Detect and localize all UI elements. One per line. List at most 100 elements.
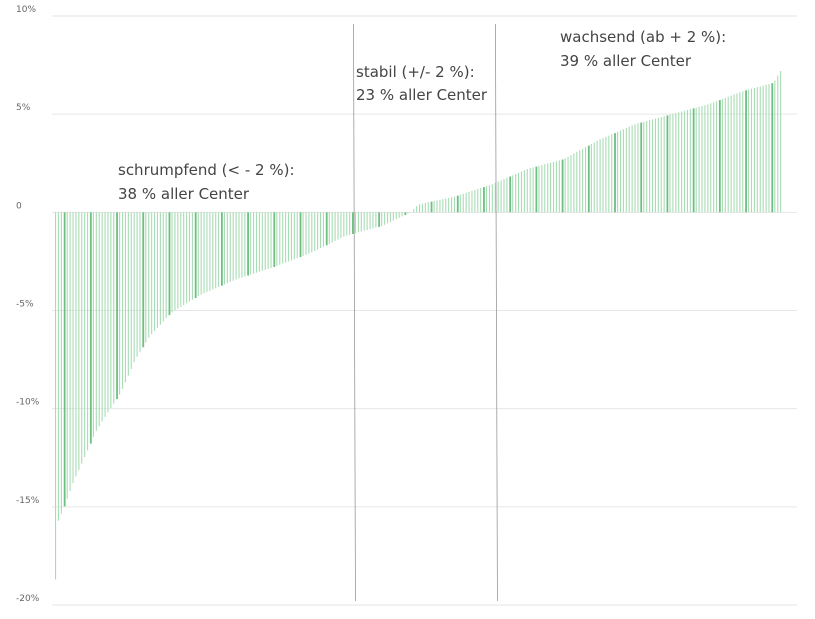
bar <box>646 120 648 213</box>
bar <box>63 212 66 507</box>
bar <box>538 165 540 213</box>
bar <box>197 212 199 297</box>
bar <box>611 134 613 213</box>
annotation-schrumpfend-line2: 38 % aller Center <box>118 185 250 203</box>
bar <box>279 212 281 265</box>
bar <box>430 201 433 213</box>
bar <box>675 113 677 213</box>
bar <box>354 212 357 234</box>
bar <box>462 193 464 213</box>
bar <box>488 185 490 213</box>
bar <box>87 212 89 451</box>
bar <box>593 142 595 213</box>
bar <box>579 150 581 213</box>
bar <box>617 131 619 213</box>
bar <box>765 84 767 213</box>
bar <box>200 212 202 295</box>
bar <box>713 102 715 213</box>
bar <box>614 133 616 213</box>
bar <box>742 91 744 213</box>
bar <box>84 212 86 457</box>
annotations: schrumpfend (< - 2 %): 38 % aller Center… <box>118 28 726 203</box>
bar <box>121 212 124 389</box>
bar <box>191 212 193 300</box>
bar <box>777 75 779 213</box>
bar <box>637 123 639 213</box>
bar <box>124 212 126 383</box>
bar <box>716 101 718 213</box>
bar <box>290 212 292 261</box>
bar <box>340 212 342 239</box>
bar <box>183 212 185 306</box>
bar <box>491 184 493 213</box>
bar <box>180 212 182 307</box>
bar <box>631 125 633 213</box>
bar <box>419 204 421 213</box>
bar <box>154 212 156 331</box>
bar <box>401 212 403 217</box>
annotation-stabil-line1: stabil (+/- 2 %): <box>356 63 475 81</box>
bar <box>188 212 191 302</box>
bar <box>683 110 686 213</box>
bar <box>165 212 167 319</box>
bar <box>261 212 263 271</box>
bar <box>232 212 234 281</box>
bar <box>474 189 476 213</box>
divider-schrumpfend-stabil <box>353 23 356 602</box>
bar <box>337 212 339 240</box>
bar <box>727 96 729 213</box>
bar <box>273 212 276 267</box>
bar <box>532 167 534 213</box>
bar <box>695 107 697 213</box>
bar <box>119 212 121 395</box>
bar <box>421 203 424 213</box>
bar <box>177 212 179 309</box>
bar <box>148 212 150 338</box>
bar <box>721 98 723 213</box>
bar <box>634 124 636 213</box>
bar <box>558 160 560 213</box>
bar <box>439 199 441 213</box>
bar <box>174 212 176 311</box>
bar <box>293 212 295 260</box>
bar <box>226 212 228 284</box>
bar <box>550 162 552 213</box>
annotation-wachsend-line1: wachsend (ab + 2 %): <box>560 28 726 46</box>
bar <box>404 212 407 216</box>
bar <box>669 114 671 213</box>
bar <box>736 93 738 213</box>
bar <box>526 169 528 213</box>
bar <box>308 212 310 254</box>
bar <box>605 136 607 213</box>
bar <box>322 212 324 247</box>
bar <box>657 117 659 213</box>
y-tick-label: -5% <box>16 300 34 310</box>
bar <box>366 212 368 231</box>
bar <box>599 139 601 213</box>
bar <box>520 171 523 213</box>
bar <box>331 212 333 243</box>
bar <box>139 212 141 352</box>
bar <box>241 212 243 278</box>
bar <box>503 179 505 213</box>
divider-stabil-wachsend <box>495 23 498 602</box>
y-tick-label: -10% <box>16 398 40 408</box>
annotation-wachsend-line2: 39 % aller Center <box>560 52 692 70</box>
bar <box>360 212 362 232</box>
bar <box>483 187 485 213</box>
y-tick-label: 10% <box>16 5 36 15</box>
bar <box>75 212 77 477</box>
bar <box>750 88 753 213</box>
bar <box>608 135 610 213</box>
bar <box>547 163 549 213</box>
bar <box>453 196 456 213</box>
bar <box>541 165 543 213</box>
bar <box>730 95 732 213</box>
bar <box>72 212 74 484</box>
bar <box>570 155 572 213</box>
bar <box>535 166 538 213</box>
bar <box>512 175 514 213</box>
bar <box>238 212 240 279</box>
bar <box>771 83 774 213</box>
